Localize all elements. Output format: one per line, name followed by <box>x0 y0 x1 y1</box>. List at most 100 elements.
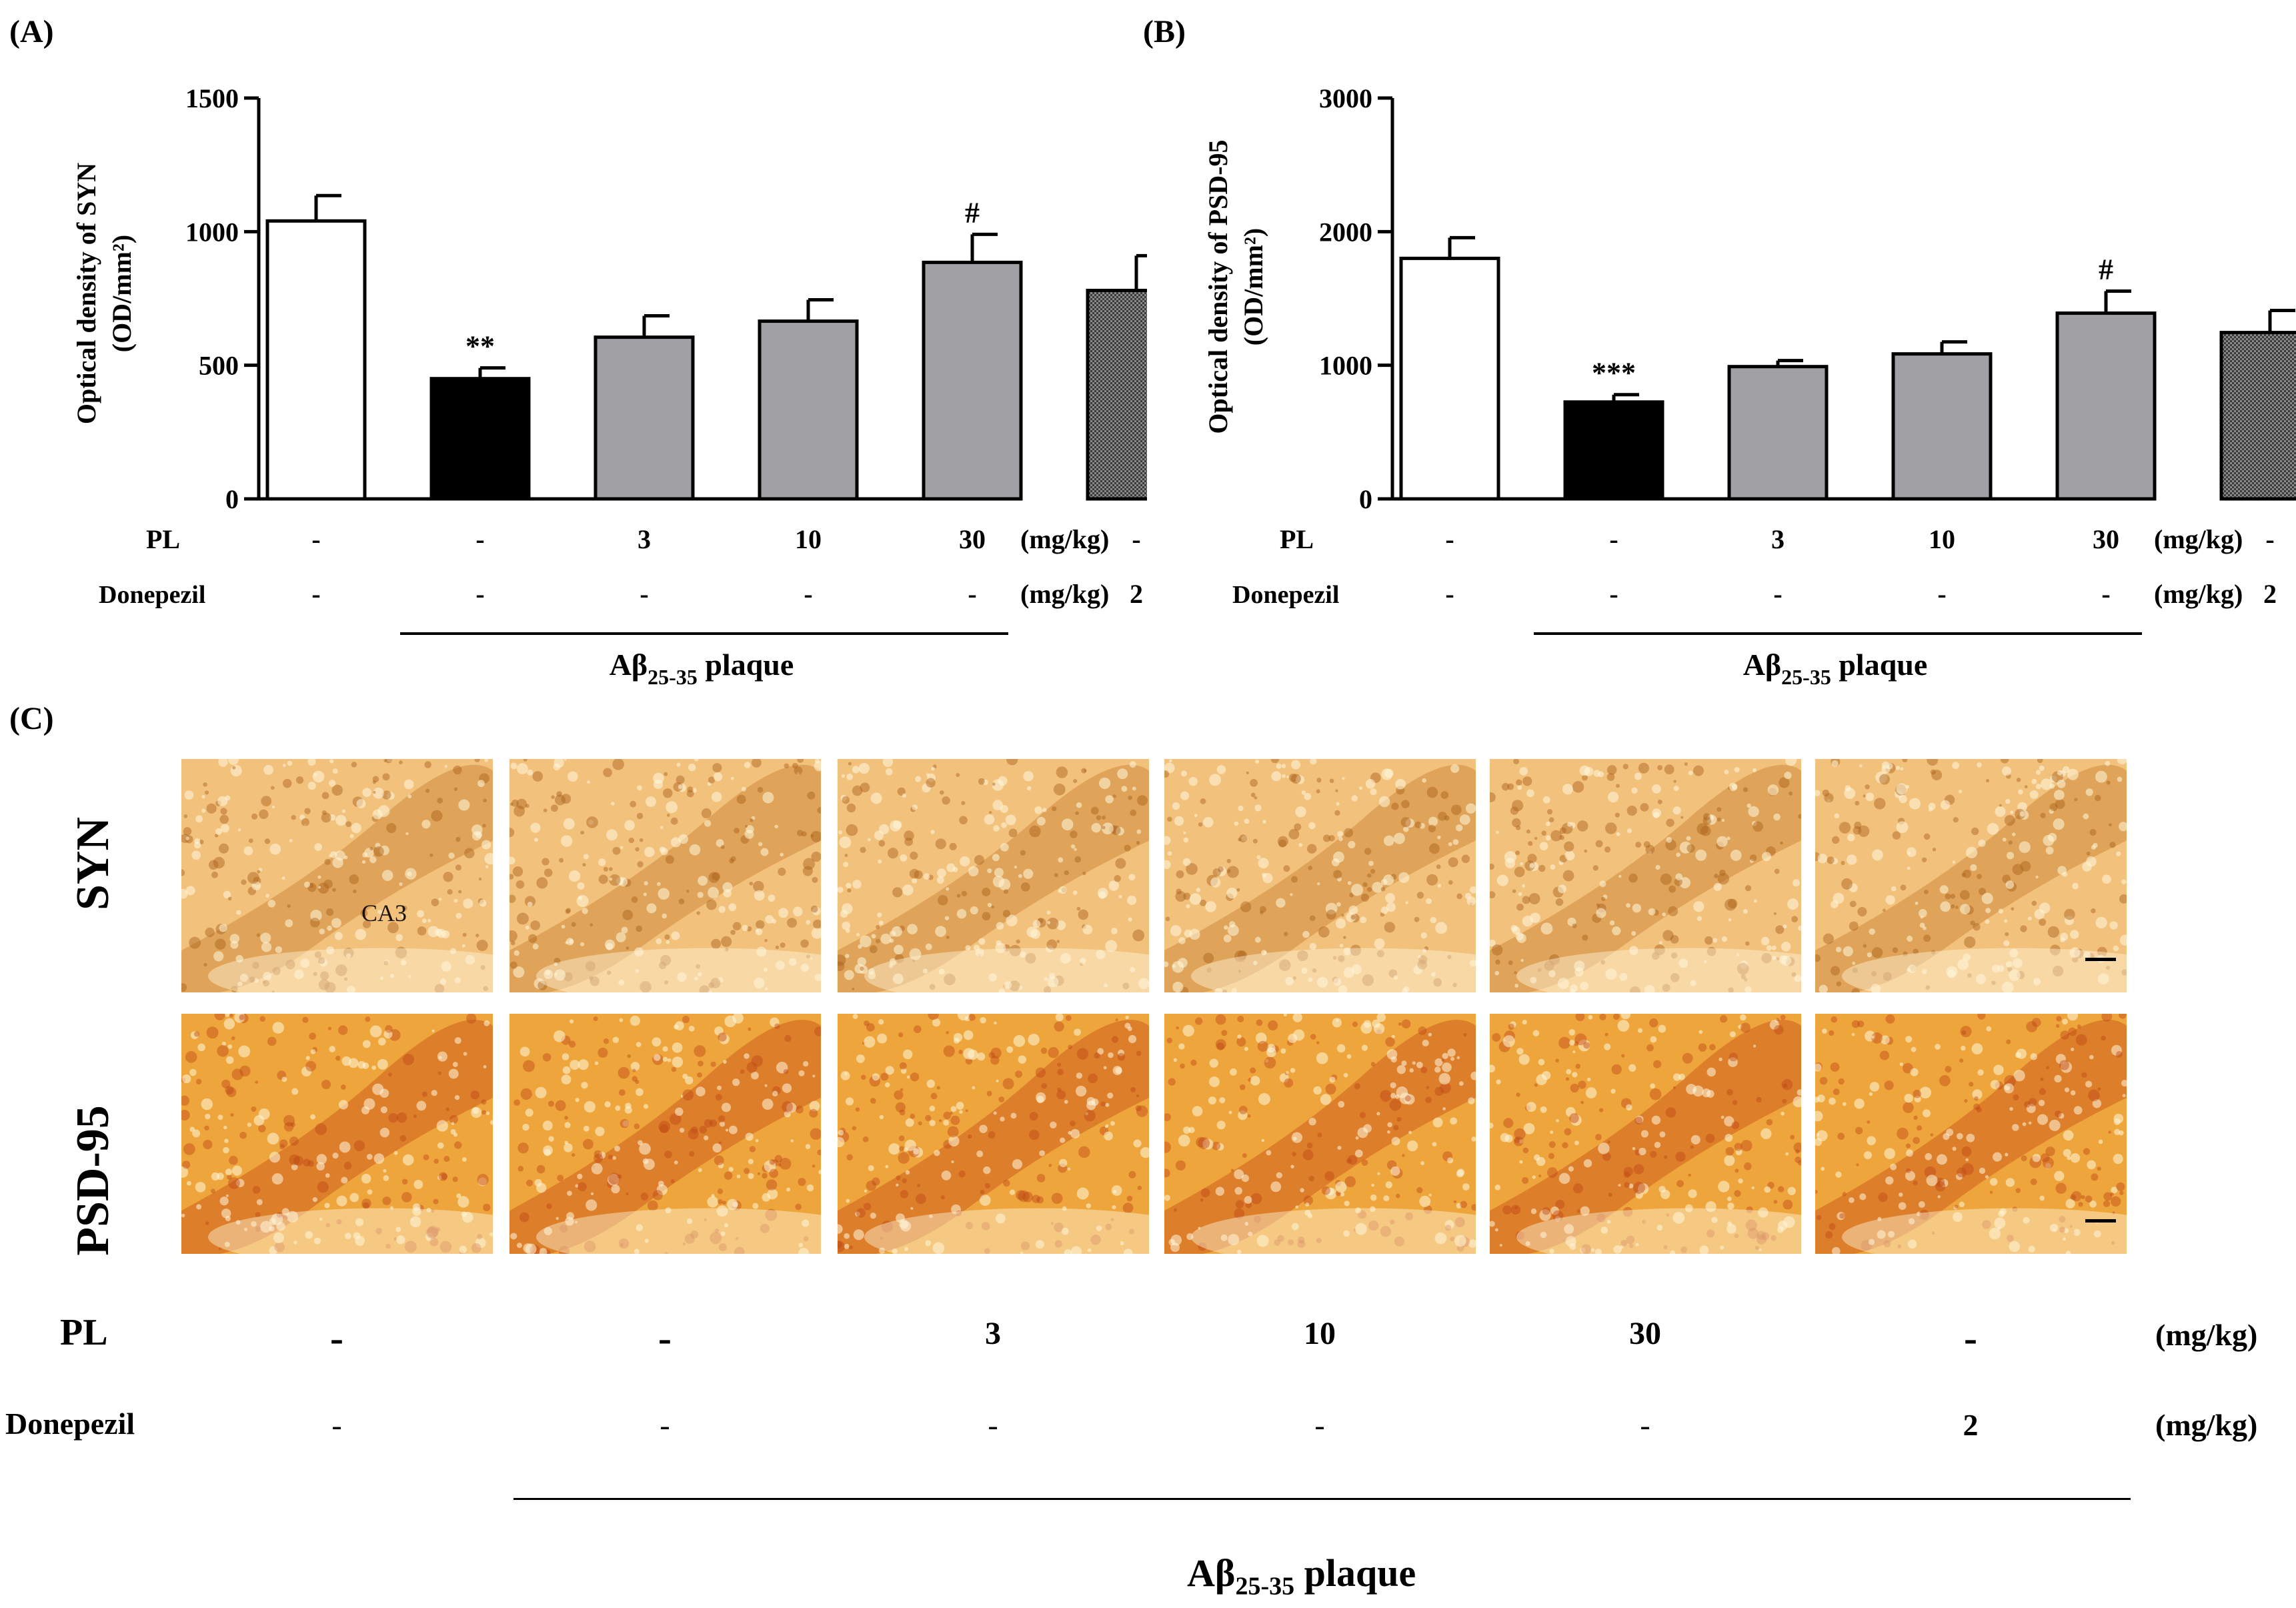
panel-c-donepezil-label: Donepezil <box>5 1407 135 1441</box>
chart-a-ylabel-line2: (OD/mm²) <box>107 235 137 352</box>
chart-a-bar <box>594 335 695 501</box>
row-label-psd95: PSD-95 <box>67 1105 119 1256</box>
panel-c-group-line <box>513 1498 2131 1500</box>
chart-b-donepezil-value: - <box>1773 579 1782 609</box>
panel-a-label: (A) <box>9 14 54 49</box>
micrograph-psd-6 <box>1815 1014 2127 1254</box>
chart-b-pl-value: - <box>1445 524 1454 554</box>
chart-b-pl-value: 3 <box>1771 524 1785 554</box>
chart-a-pl-value: - <box>475 524 484 554</box>
chart-a-ytick-label: 1500 <box>185 83 239 113</box>
chart-b-ytick-label: 2000 <box>1319 217 1372 247</box>
chart-b-donepezil-value: 2 <box>2263 579 2277 609</box>
panel-c-donepezil-value: 2 <box>1963 1408 1979 1442</box>
panel-c-pl-value: 30 <box>1629 1316 1661 1351</box>
chart-a-bar <box>1086 288 1147 501</box>
chart-a-bar <box>758 319 859 501</box>
chart-a-group-label: Aβ25-35 plaque <box>610 648 794 689</box>
chart-b-group-label: Aβ25-35 plaque <box>1743 648 1928 689</box>
chart-a-pl-value: 30 <box>959 524 986 554</box>
chart-b-ytick-label: 1000 <box>1319 351 1372 381</box>
micrograph-psd-5 <box>1490 1014 1801 1254</box>
chart-b-significance: *** <box>1592 357 1636 389</box>
chart-b-pl-value: - <box>1609 524 1618 554</box>
chart-b-donepezil-value: - <box>1609 579 1618 609</box>
panel-c-pl-label: PL <box>60 1312 108 1353</box>
chart-a-pl-value: 3 <box>638 524 651 554</box>
chart-b-bar <box>1727 365 1829 501</box>
chart-b-significance: # <box>2099 253 2113 285</box>
chart-a-significance: # <box>965 196 980 229</box>
chart-a-ytick-label: 1000 <box>185 217 239 247</box>
micrograph-syn-1: CA3 <box>181 759 493 992</box>
micrograph-syn-4 <box>1164 759 1476 992</box>
panel-c-pl-value: - <box>658 1316 672 1360</box>
chart-a-pl-value: - <box>1132 524 1140 554</box>
chart-a-bar <box>429 377 531 501</box>
chart-a-donepezil-value: - <box>968 579 976 609</box>
chart-b-bar <box>1563 400 1664 501</box>
chart-b-ytick-label: 0 <box>1359 484 1372 514</box>
chart-b-bar <box>2055 311 2157 501</box>
panel-c-pl-unit: (mg/kg) <box>2155 1318 2258 1352</box>
chart-b-pl-value: - <box>2265 524 2274 554</box>
chart-a-donepezil-unit: (mg/kg) <box>1020 579 1109 609</box>
chart-a-ylabel-line1: Optical density of SYN <box>71 163 101 424</box>
chart-b-donepezil-label: Donepezil <box>1232 581 1339 609</box>
chart-b-pl-label: PL <box>1280 524 1314 554</box>
panel-c-donepezil-value: - <box>331 1408 342 1442</box>
chart-a-donepezil-value: - <box>640 579 648 609</box>
chart-a-syn: Optical density of SYN (OD/mm²) 0 500 1000… <box>71 83 1147 689</box>
chart-b-psd95: Optical density of PSD-95 (OD/mm²) 0 1000… <box>1203 83 2296 689</box>
chart-a-donepezil-value: - <box>804 579 812 609</box>
row-label-syn: SYN <box>67 816 119 911</box>
panel-c-group-label: Aβ25-35 plaque <box>1187 1551 1416 1601</box>
chart-a-significance: ** <box>465 330 495 363</box>
chart-a-pl-unit: (mg/kg) <box>1020 524 1109 554</box>
micrograph-syn-2 <box>509 759 821 992</box>
chart-a-ytick-label: 500 <box>199 351 239 381</box>
chart-a-bar <box>922 260 1023 501</box>
micrograph-psd-3 <box>838 1014 1149 1254</box>
chart-b-bar <box>1399 256 1500 501</box>
panel-c-pl-value: - <box>330 1316 343 1360</box>
panel-c-donepezil-value: - <box>1640 1408 1650 1442</box>
chart-b-donepezil-value: - <box>1445 579 1454 609</box>
chart-b-donepezil-unit: (mg/kg) <box>2154 579 2243 609</box>
micrograph-syn-6 <box>1815 759 2127 992</box>
chart-a-donepezil-label: Donepezil <box>99 581 205 609</box>
chart-b-pl-value: 10 <box>1929 524 1955 554</box>
chart-a-ytick-label: 0 <box>225 484 239 514</box>
chart-a-pl-value: - <box>311 524 320 554</box>
chart-b-donepezil-value: - <box>1937 579 1946 609</box>
chart-b-pl-unit: (mg/kg) <box>2154 524 2243 554</box>
panel-c-donepezil-unit: (mg/kg) <box>2155 1408 2258 1442</box>
chart-a-pl-value: 10 <box>795 524 822 554</box>
panel-c-pl-value: - <box>1964 1316 1977 1360</box>
micrograph-region-label: CA3 <box>361 900 407 926</box>
chart-a-bar <box>265 219 367 501</box>
panel-c-donepezil-value: - <box>1314 1408 1325 1442</box>
chart-b-bar <box>1891 352 1993 501</box>
micrograph-syn-3 <box>838 759 1149 992</box>
micrograph-psd-1 <box>181 1014 493 1254</box>
chart-a-donepezil-value: - <box>311 579 320 609</box>
chart-b-bar <box>2219 331 2296 501</box>
chart-b-pl-value: 30 <box>2093 524 2119 554</box>
panel-b-label: (B) <box>1143 14 1186 49</box>
micrograph-psd-4 <box>1164 1014 1476 1254</box>
panel-c-pl-value: 3 <box>985 1316 1001 1351</box>
chart-b-donepezil-value: - <box>2101 579 2110 609</box>
chart-a-donepezil-value: 2 <box>1130 579 1143 609</box>
panel-c-label: (C) <box>9 701 54 736</box>
micrograph-syn-5 <box>1490 759 1801 992</box>
chart-b-ytick-label: 3000 <box>1319 83 1372 113</box>
micrograph-psd-2 <box>509 1014 821 1254</box>
chart-b-ylabel-line2: (OD/mm²) <box>1238 228 1268 345</box>
chart-b-ylabel-line1: Optical density of PSD-95 <box>1203 139 1233 434</box>
panel-c-donepezil-value: - <box>660 1408 670 1442</box>
panel-c-pl-value: 10 <box>1304 1316 1336 1351</box>
chart-a-pl-label: PL <box>146 524 180 554</box>
panel-c-donepezil-value: - <box>988 1408 998 1442</box>
chart-a-donepezil-value: - <box>475 579 484 609</box>
